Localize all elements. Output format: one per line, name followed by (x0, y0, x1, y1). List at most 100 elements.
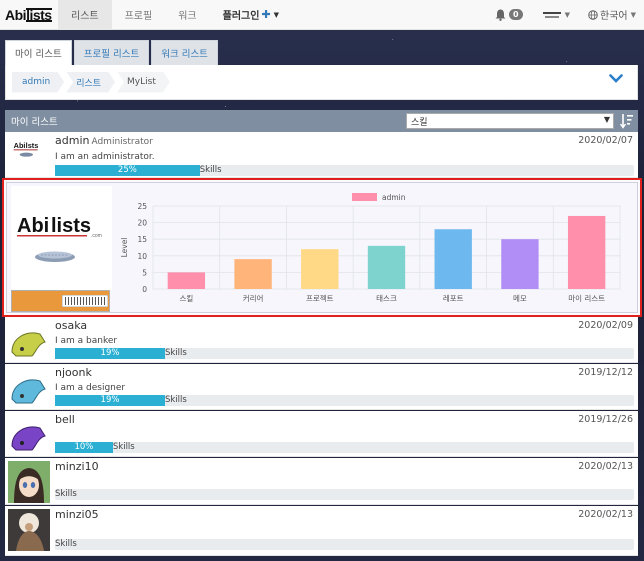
user-menu[interactable]: ▼ (533, 0, 580, 30)
site-logo[interactable]: Abilists (5, 6, 52, 23)
user-description: I am a banker (55, 336, 118, 346)
language-selector[interactable]: 한국어 ▼ (580, 0, 644, 30)
skill-progress: 19% Skills (55, 395, 634, 406)
breadcrumb-admin[interactable]: admin (12, 72, 64, 93)
progress-fill: 19% (55, 395, 165, 406)
tab-panel: 마이 리스트 프로필 리스트 워크 리스트 admin 리스트 MyList (5, 40, 638, 100)
progress-label: Skills (165, 395, 187, 405)
skill-progress: 10% Skills (55, 442, 634, 453)
y-axis-label: Level (120, 238, 129, 258)
y-tick-label: 0 (142, 285, 147, 294)
notifications-button[interactable]: 0 (485, 0, 533, 30)
y-tick-label: 10 (137, 252, 147, 261)
x-tick-label: 메모 (513, 294, 527, 303)
progress-label: Skills (165, 348, 187, 358)
chevron-down-icon[interactable] (609, 74, 623, 83)
list-title: 마이 리스트 (11, 117, 58, 128)
caret-down-icon: ▼ (603, 115, 610, 124)
bell-icon (495, 9, 506, 21)
globe-icon (588, 9, 598, 20)
x-tick-label: 스킬 (179, 294, 193, 303)
x-tick-label: 프로젝트 (306, 293, 334, 303)
x-tick-label: 마이 리스트 (568, 293, 605, 303)
chart-bar (234, 259, 272, 289)
user-chart-card[interactable]: Abi lists .com 0 5 10 15 20 25 Level 스킬 커리어 프로젝트 태… (2, 178, 642, 317)
x-tick-label: 커리어 (243, 293, 264, 303)
tab-profile-list[interactable]: 프로필 리스트 (73, 40, 150, 65)
user-avatar (8, 461, 50, 503)
svg-text:lsts: lsts (26, 141, 39, 150)
legend-label: admin (382, 193, 406, 202)
user-date: 2019/12/12 (578, 367, 633, 378)
nav-profile[interactable]: 프로필 (124, 11, 153, 22)
x-tick-label: 레포트 (443, 294, 464, 303)
user-role: Administrator (91, 137, 153, 147)
tab-work-list[interactable]: 워크 리스트 (151, 40, 218, 65)
list-item[interactable]: bell 2019/12/26 10% Skills (5, 411, 638, 457)
y-tick-label: 25 (137, 202, 147, 211)
list-item[interactable]: osaka 2020/02/09 I am a banker 19% Skill… (5, 317, 638, 363)
user-avatar (11, 379, 46, 404)
svg-text:Abi: Abi (17, 215, 49, 237)
user-description: I am an administrator. (55, 152, 155, 162)
breadcrumb: admin 리스트 MyList (5, 65, 638, 100)
user-name[interactable]: minzi10 (55, 460, 99, 473)
orange-status-bar (11, 290, 110, 312)
user-avatar (8, 509, 50, 551)
plus-icon: ✚ (261, 8, 271, 21)
progress-label: Skills (55, 539, 77, 549)
svg-text:Abi: Abi (14, 141, 26, 150)
skill-progress: 19% Skills (55, 348, 634, 359)
x-tick-label: 태스크 (376, 294, 397, 303)
breadcrumb-list[interactable]: 리스트 (66, 72, 115, 93)
list-item[interactable]: Abi lsts admin Administrator 2020/02/07 I… (5, 132, 638, 178)
user-avatar (11, 332, 46, 357)
list-item[interactable]: njoonk 2019/12/12 I am a designer 19% Sk… (5, 364, 638, 410)
caret-down-icon: ▼ (273, 10, 280, 19)
nav-list[interactable]: 리스트 (58, 0, 112, 30)
skill-progress: Skills (55, 539, 634, 550)
user-name[interactable]: bell (55, 413, 75, 426)
tab-my-list[interactable]: 마이 리스트 (5, 40, 72, 65)
svg-text:lists: lists (51, 215, 91, 237)
progress-fill: 25% (55, 165, 200, 176)
user-date: 2020/02/13 (578, 509, 633, 520)
notification-count-badge: 0 (509, 9, 523, 20)
skill-progress: 25% Skills (55, 165, 634, 176)
user-logo-icon (542, 11, 561, 18)
nav-work[interactable]: 워크 (178, 11, 197, 22)
chart-bar (167, 272, 206, 289)
progress-label: Skills (55, 489, 77, 499)
y-tick-label: 15 (137, 235, 147, 244)
y-tick-label: 5 (142, 268, 147, 277)
skill-progress: Skills (55, 489, 634, 500)
chart-bar (501, 239, 539, 289)
chart-bar (434, 229, 472, 289)
caret-down-icon: ▼ (630, 10, 636, 19)
nav-plugin[interactable]: 플러그인 ✚ ▼ (222, 8, 280, 22)
barcode-icon (62, 295, 108, 307)
progress-fill: 10% (55, 442, 113, 453)
list-item[interactable]: minzi05 2020/02/13 Skills (5, 506, 638, 556)
chart-panel: Abi lists .com 0 5 10 15 20 25 Level 스킬 커리어 프로젝트 태… (6, 182, 638, 313)
list-header: 마이 리스트 스킬 ▼ (5, 110, 638, 132)
abilists-logo: Abi lists .com (17, 215, 102, 262)
chart-bar (301, 249, 339, 289)
user-date: 2020/02/13 (578, 461, 633, 472)
user-name[interactable]: admin (55, 134, 90, 147)
user-avatar: Abi lsts (13, 141, 39, 157)
user-description: I am a designer (55, 383, 126, 393)
user-date: 2020/02/07 (578, 135, 633, 146)
progress-label: Skills (199, 165, 222, 175)
user-name[interactable]: minzi05 (55, 508, 99, 521)
svg-text:.com: .com (91, 233, 102, 239)
sort-icon[interactable] (620, 113, 634, 129)
sort-select[interactable]: 스킬 ▼ (406, 113, 614, 129)
list-item[interactable]: minzi10 2020/02/13 Skills (5, 458, 638, 505)
caret-down-icon: ▼ (564, 10, 570, 19)
chart-bar (367, 245, 406, 289)
user-name[interactable]: osaka (55, 319, 88, 332)
breadcrumb-mylist: MyList (117, 72, 170, 93)
user-date: 2019/12/26 (578, 414, 633, 425)
user-name[interactable]: njoonk (55, 366, 92, 379)
